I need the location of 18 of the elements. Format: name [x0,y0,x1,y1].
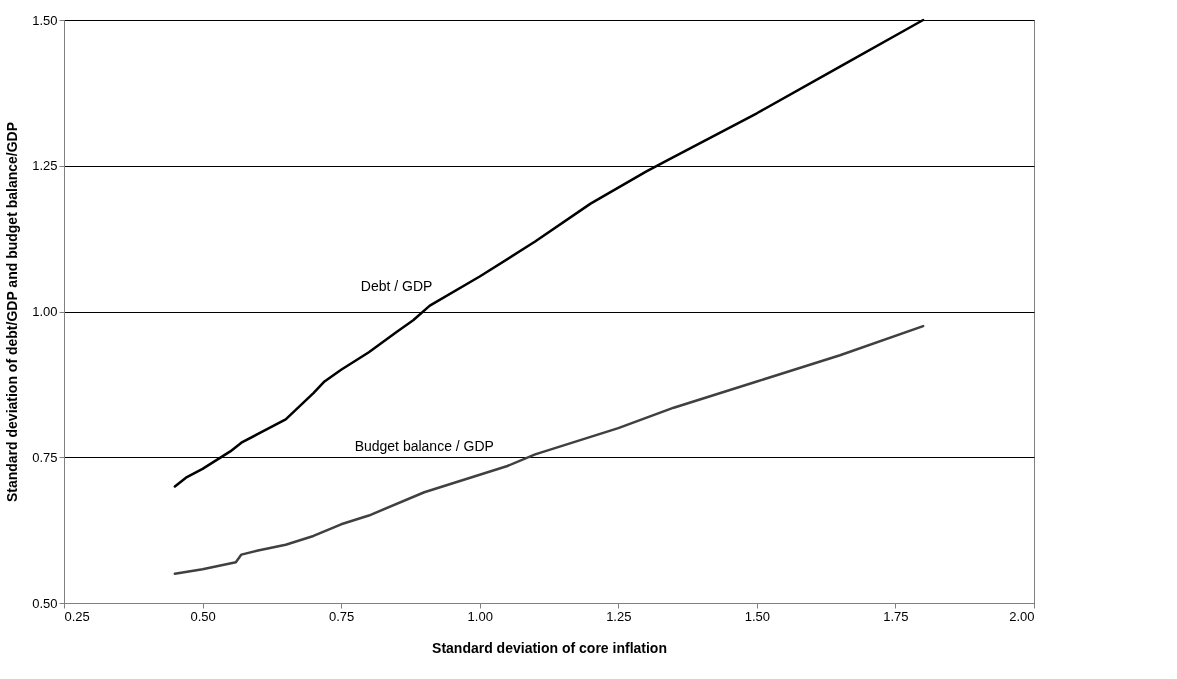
x-tick-label: 1.00 [467,608,493,624]
y-tick-label: 0.75 [32,449,58,465]
y-tick-label: 1.25 [32,158,58,174]
y-axis-title: Standard deviation of debt/GDP and budget balance/GDP [4,121,21,503]
line-series [173,324,925,576]
series-label: Budget balance / GDP [354,438,494,455]
series-label: Debt / GDP [360,277,433,294]
x-tick-label: 1.75 [883,608,909,624]
x-tick-label: 0.25 [64,608,90,624]
y-tick-label: 1.00 [32,304,58,319]
x-tick-label: 0.50 [190,608,216,624]
y-tick-label: 0.50 [32,595,58,611]
x-axis-title: Standard deviation of core inflation [432,639,667,656]
y-tick-label: 1.50 [32,12,58,28]
x-tick-label: 0.75 [328,608,355,624]
x-tick-label: 1.50 [744,608,771,624]
x-tick-label: 1.25 [606,608,632,624]
x-tick-label: 2.00 [1009,608,1035,624]
